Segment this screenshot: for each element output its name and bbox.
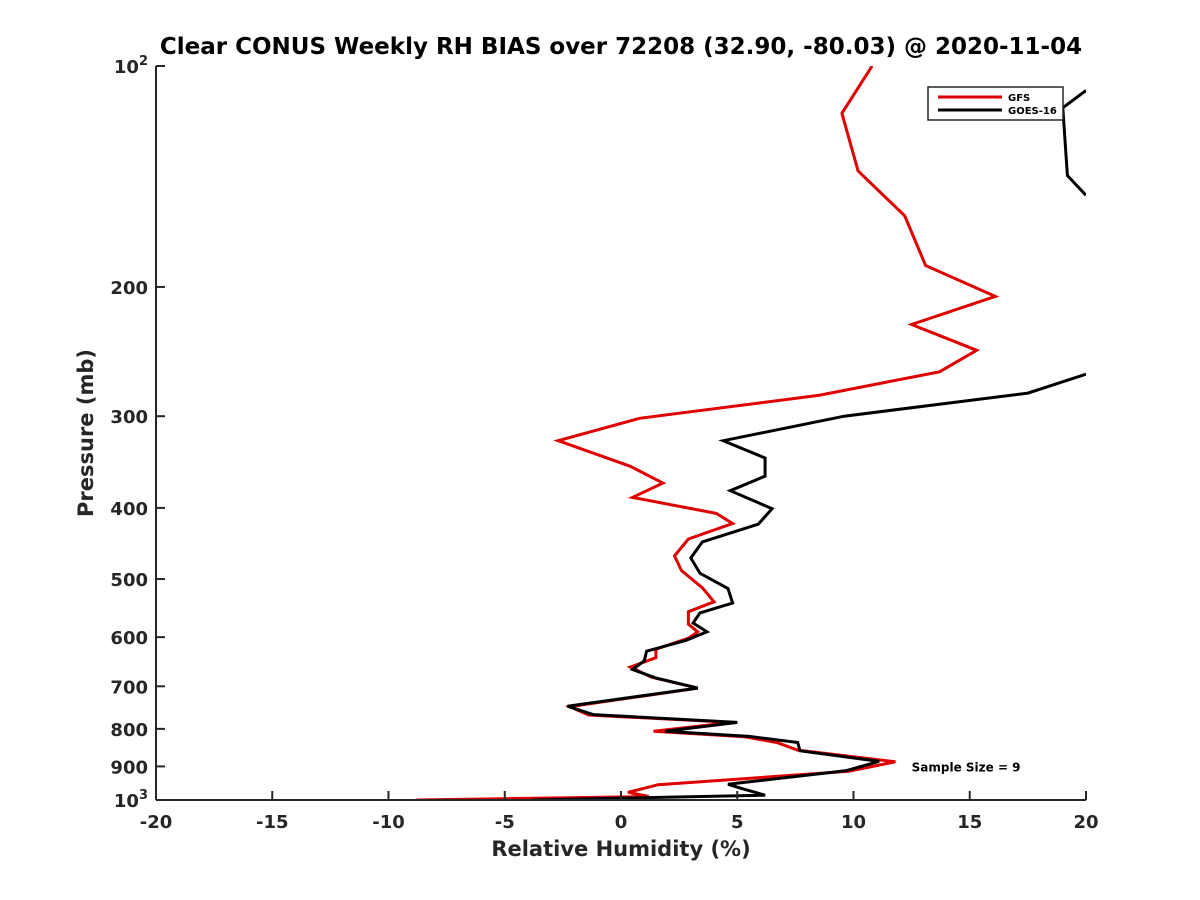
legend-label: GFS <box>1008 93 1030 104</box>
y-tick-label: 700 <box>110 677 148 698</box>
y-axis-label: Pressure (mb) <box>74 349 98 517</box>
y-tick-label: 200 <box>110 278 148 299</box>
x-tick-label: 10 <box>841 812 866 833</box>
y-tick-label: 300 <box>110 407 148 428</box>
axes-layer: -20 -15 -10 -5 0 5 10 15 20 102 200 300 400 500 600 700… <box>110 54 1098 833</box>
x-axis-label: Relative Humidity (%) <box>491 837 750 861</box>
x-tick-label: -10 <box>372 812 405 833</box>
series-line-gfs <box>416 66 1000 800</box>
y-tick-label: 500 <box>110 570 148 591</box>
series-line-goes-16 <box>1061 89 1086 197</box>
legend-label: GOES-16 <box>1008 106 1057 117</box>
legend: GFS GOES-16 <box>927 86 1064 121</box>
legend-box <box>927 86 1064 121</box>
x-tick-label: 20 <box>1073 812 1098 833</box>
y-tick-label: 900 <box>110 757 148 778</box>
sample-size-annotation: Sample Size = 9 <box>912 760 1021 774</box>
x-tick-label: 15 <box>957 812 982 833</box>
y-tick-label: 400 <box>110 499 148 520</box>
annotations: Sample Size = 9 <box>912 760 1021 774</box>
series-layer <box>416 66 1086 800</box>
chart-title: Clear CONUS Weekly RH BIAS over 72208 (3… <box>160 34 1082 60</box>
y-tick-label: 103 <box>114 788 148 812</box>
x-tick-label: -15 <box>256 812 289 833</box>
x-tick-label: 5 <box>731 812 744 833</box>
series-line-goes-16 <box>532 372 1086 800</box>
y-tick-label: 600 <box>110 628 148 649</box>
y-tick-label: 800 <box>110 720 148 741</box>
x-tick-label: -20 <box>140 812 173 833</box>
y-tick-label: 102 <box>114 54 148 78</box>
x-tick-label: -5 <box>495 812 515 833</box>
x-tick-label: 0 <box>615 812 628 833</box>
